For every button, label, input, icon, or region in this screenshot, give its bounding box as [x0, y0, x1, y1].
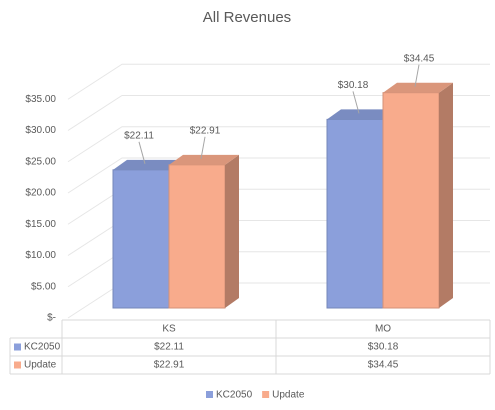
table-row-label: Update [24, 360, 57, 371]
data-label: $22.91 [190, 125, 221, 136]
y-tick-label: $5.00 [31, 281, 56, 292]
y-tick-label: $25.00 [25, 156, 56, 167]
chart-title: All Revenues [203, 9, 291, 26]
table-cell: $34.45 [368, 360, 399, 371]
bar [326, 118, 384, 309]
y-tick-label: $35.00 [25, 94, 56, 105]
y-tick-label: $10.00 [25, 250, 56, 261]
data-label: $34.45 [404, 53, 435, 64]
grid-line [67, 95, 490, 131]
legend-swatch [206, 391, 213, 398]
bar-top [169, 154, 239, 165]
table-row-label: KC2050 [24, 342, 61, 353]
table-key [14, 361, 21, 369]
bar [382, 92, 440, 309]
bar-side [439, 82, 453, 308]
table-cell: $22.11 [154, 342, 184, 353]
bar-top [327, 109, 397, 120]
bar [112, 169, 170, 309]
y-tick-label: $- [47, 313, 56, 324]
data-label: $22.11 [124, 130, 154, 141]
bar-top [113, 159, 183, 170]
legend-swatch [262, 391, 270, 398]
leader-line [414, 64, 420, 87]
bar-side [225, 154, 239, 308]
legend-label: KC2050 [216, 390, 253, 401]
legend-label: Update [272, 390, 305, 401]
grid-line [67, 63, 490, 100]
y-tick-label: $15.00 [25, 219, 56, 230]
table-key [14, 343, 21, 351]
data-label: $30.18 [338, 80, 369, 91]
y-tick-label: $20.00 [25, 188, 56, 199]
table-cell: $22.91 [154, 360, 185, 371]
leader-line [352, 91, 360, 114]
x-tick-label: KS [162, 324, 176, 335]
y-tick-label: $30.00 [25, 125, 56, 136]
x-tick-label: MO [375, 324, 391, 335]
table-cell: $30.18 [368, 342, 399, 353]
bar-top [383, 82, 453, 93]
leader-line [200, 136, 206, 159]
bar [168, 164, 226, 309]
leader-line [138, 141, 146, 164]
